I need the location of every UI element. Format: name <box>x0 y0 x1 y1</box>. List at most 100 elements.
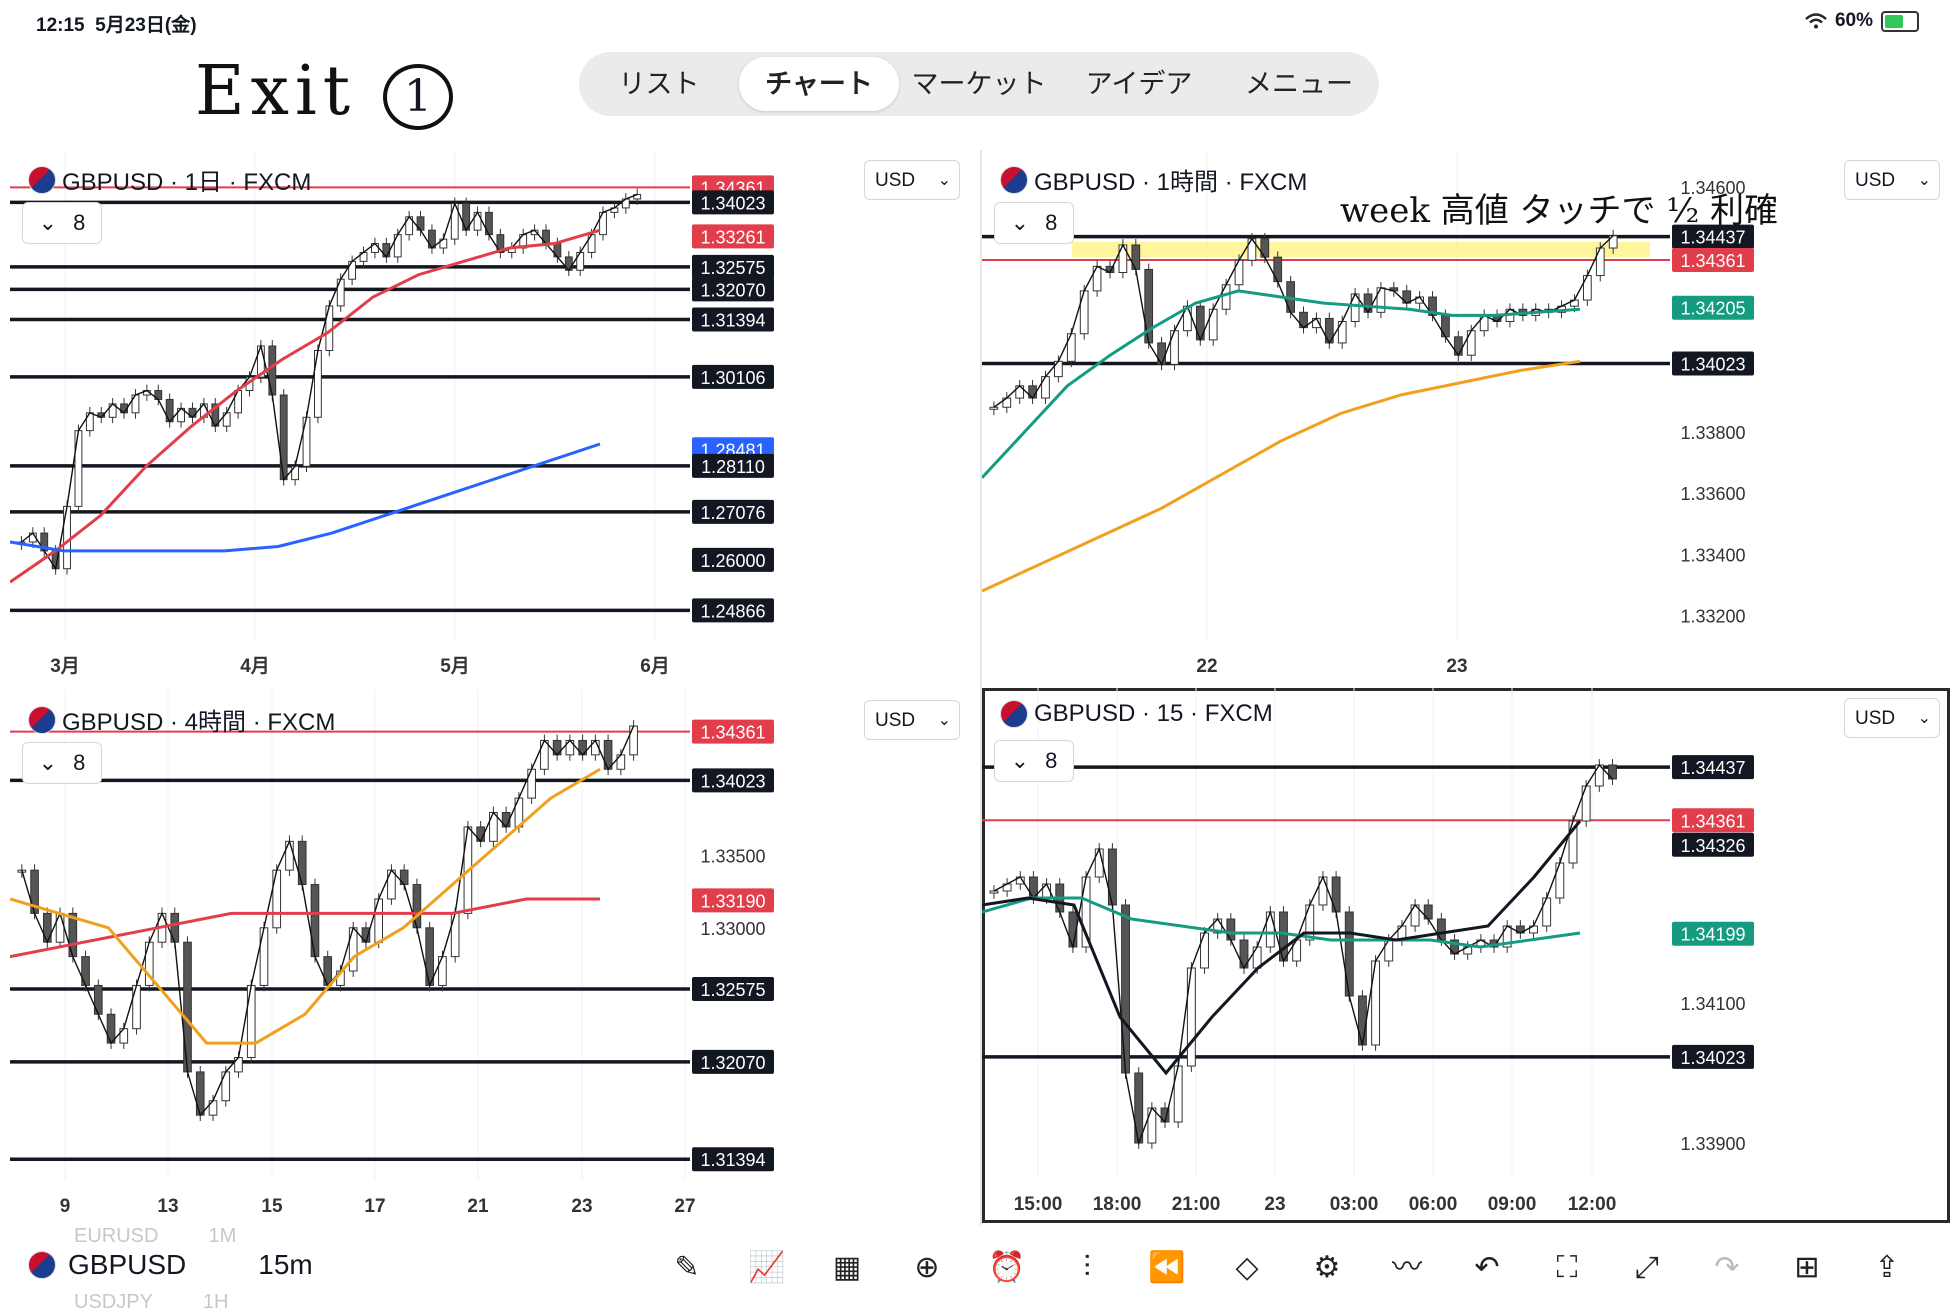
x-tick-label: 6月 <box>640 656 670 677</box>
candle <box>1173 1065 1183 1123</box>
price-label: 1.30106 <box>692 364 774 389</box>
chart-panel-daily[interactable]: 1.34361 1.34023 1.33261 1.32575 1.32070 1.313… <box>10 150 970 685</box>
chart-header[interactable]: GBPUSD · 4時間 · FXCM <box>28 702 335 737</box>
add-icon[interactable]: ⊕ <box>914 1251 940 1284</box>
candle <box>1344 911 1354 997</box>
candle <box>297 840 307 886</box>
svg-text:1.30106: 1.30106 <box>700 368 765 388</box>
chart-header[interactable]: GBPUSD · 1時間 · FXCM <box>1000 162 1307 197</box>
svg-text:1.27076: 1.27076 <box>700 503 765 523</box>
x-tick-label: 22 <box>1196 656 1217 677</box>
layout-grid-icon[interactable]: ▦ <box>832 1251 862 1284</box>
undo-icon[interactable]: ↶ <box>1474 1251 1500 1284</box>
gbp-usd-flag-icon <box>28 1251 56 1279</box>
top-tab-bar: リスト チャート マーケット アイデア メニュー <box>579 52 1379 116</box>
svg-text:1.34199: 1.34199 <box>1680 925 1745 945</box>
chart-panel-4h[interactable]: 1.34361 1.34023 1.33190 1.32575 1.32070 1.313… <box>10 690 970 1225</box>
indicators-icon[interactable]: 📈 <box>748 1251 786 1284</box>
x-tick-label: 21:00 <box>1172 1194 1221 1215</box>
candle <box>450 912 460 958</box>
price-label: 1.31394 <box>692 1147 774 1172</box>
replay-icon[interactable]: ⏪ <box>1148 1251 1186 1284</box>
symbol-selector[interactable]: GBPUSD 15m <box>28 1249 313 1281</box>
layers-icon[interactable]: ◇ <box>1235 1251 1259 1284</box>
close-line <box>21 725 635 1117</box>
svg-text:1.24866: 1.24866 <box>700 601 765 621</box>
indicator-count: 8 <box>73 750 86 775</box>
indicator-collapse-button[interactable]: ⌄ 8 <box>994 202 1074 244</box>
price-label: 1.34361 <box>1672 247 1754 272</box>
ma-red-line <box>10 228 601 584</box>
candle <box>1595 247 1605 277</box>
tab-1[interactable]: チャート <box>739 57 899 111</box>
watchlist-add-icon[interactable]: ⊞ <box>1794 1251 1820 1284</box>
ma-green-line <box>982 289 1581 479</box>
battery-icon <box>1881 10 1919 32</box>
close-line <box>993 235 1614 408</box>
settings-sliders-icon[interactable]: ⚙ <box>1313 1251 1341 1284</box>
candle <box>1200 932 1209 969</box>
indicator-collapse-button[interactable]: ⌄ 8 <box>22 202 102 244</box>
chevron-down-icon: ⌄ <box>1917 710 1931 727</box>
chart-type-icon[interactable]: ⫶ <box>1083 1251 1091 1284</box>
chevron-down-icon: ⌄ <box>937 712 951 729</box>
ma-orange-line <box>982 359 1581 593</box>
candle <box>1581 785 1591 822</box>
ma-green-line <box>982 896 1581 949</box>
indicator-collapse-button[interactable]: ⌄ 8 <box>22 742 102 784</box>
y-tick-label: 1.33200 <box>1680 607 1745 627</box>
svg-text:1.32575: 1.32575 <box>700 980 765 1000</box>
gbp-usd-flag-icon <box>28 165 56 194</box>
tab-4[interactable]: メニュー <box>1245 69 1353 99</box>
indicator-count: 8 <box>1045 210 1058 235</box>
redo-icon[interactable]: ↷ <box>1714 1251 1740 1284</box>
chart-panel-1h[interactable]: 1.34437 1.34361 1.34205 1.34023 1.34600 1.338… <box>982 150 1950 685</box>
x-tick-label: 17 <box>364 1196 385 1217</box>
ma-blue-line <box>10 442 601 553</box>
trend-tool-icon[interactable]: 〰 <box>1392 1251 1422 1284</box>
share-icon[interactable]: ⇪ <box>1874 1251 1900 1284</box>
indicator-count: 8 <box>73 210 86 235</box>
draw-tool-icon[interactable]: ✎ <box>674 1251 700 1284</box>
fullscreen-icon[interactable]: ⛶ <box>1556 1251 1578 1284</box>
price-label: 1.24866 <box>692 598 774 623</box>
chart-header[interactable]: GBPUSD · 1日 · FXCM <box>28 162 311 197</box>
currency-select[interactable]: USD ⌄ <box>864 700 960 740</box>
chart-panel-15m[interactable]: 1.34437 1.34361 1.34326 1.34199 1.34023 1.341… <box>982 688 1950 1223</box>
price-label: 1.34199 <box>1672 921 1754 946</box>
price-label: 1.27076 <box>692 499 774 524</box>
symbol-name: GBPUSD <box>68 1249 187 1280</box>
candle <box>348 927 358 972</box>
tab-3[interactable]: アイデア <box>1085 69 1193 99</box>
indicator-collapse-button[interactable]: ⌄ 8 <box>994 740 1074 782</box>
chevron-down-icon: ⌄ <box>38 210 58 235</box>
currency-select[interactable]: USD ⌄ <box>1844 698 1940 738</box>
x-tick-label: 09:00 <box>1488 1194 1537 1215</box>
price-label: 1.34361 <box>1672 808 1754 833</box>
ma-red-line <box>10 897 600 959</box>
candle <box>310 884 320 958</box>
chart-svg: 1.34361 1.34023 1.33190 1.32575 1.32070 1.313… <box>10 690 774 1217</box>
price-label: 1.33190 <box>692 888 774 913</box>
x-tick-label: 18:00 <box>1093 1194 1142 1215</box>
svg-text:1.28110: 1.28110 <box>701 457 765 477</box>
expand-icon[interactable]: ⤢ <box>1635 1251 1659 1284</box>
candle <box>1279 911 1288 962</box>
price-label: 1.32575 <box>692 254 774 279</box>
currency-select[interactable]: USD ⌄ <box>1844 160 1940 200</box>
tab-2[interactable]: マーケット <box>911 69 1047 99</box>
status-right: 60% <box>1805 10 1919 32</box>
status-time: 12:15 5月23日(金) <box>36 15 197 36</box>
chart-header[interactable]: GBPUSD · 15 · FXCM <box>1000 700 1273 728</box>
close-line <box>993 763 1613 1146</box>
chevron-down-icon: ⌄ <box>1917 172 1931 189</box>
x-tick-label: 4月 <box>240 656 270 677</box>
svg-text:1.33261: 1.33261 <box>700 227 765 247</box>
currency-select[interactable]: USD ⌄ <box>864 160 960 200</box>
candle <box>259 927 269 986</box>
symbol-timeframe: 15m <box>258 1249 313 1280</box>
tab-0[interactable]: リスト <box>618 69 700 99</box>
alert-icon[interactable]: ⏰ <box>988 1251 1026 1284</box>
candle <box>132 984 141 1030</box>
price-label: 1.34437 <box>1672 224 1754 249</box>
